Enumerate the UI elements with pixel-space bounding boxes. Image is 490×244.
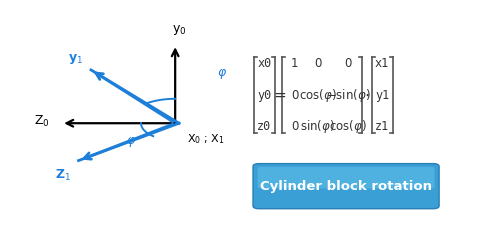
- Text: $\varphi$: $\varphi$: [217, 67, 227, 81]
- Text: y1: y1: [375, 89, 389, 102]
- Text: 0: 0: [344, 57, 352, 70]
- Text: x0: x0: [257, 57, 271, 70]
- Text: 1: 1: [291, 57, 298, 70]
- Text: z1: z1: [375, 121, 389, 133]
- Text: X$_0$ ; X$_1$: X$_0$ ; X$_1$: [187, 133, 224, 146]
- FancyBboxPatch shape: [258, 167, 435, 188]
- Text: cos($\varphi$): cos($\varphi$): [299, 87, 337, 103]
- Text: z0: z0: [257, 121, 271, 133]
- Text: sin($\varphi$): sin($\varphi$): [300, 119, 335, 135]
- Text: y0: y0: [257, 89, 271, 102]
- Text: $-$sin($\varphi$): $-$sin($\varphi$): [326, 87, 370, 103]
- Text: $\cdot$: $\cdot$: [364, 86, 369, 104]
- FancyBboxPatch shape: [253, 164, 439, 209]
- Text: $\varphi$: $\varphi$: [126, 135, 137, 149]
- Text: Cylinder block rotation: Cylinder block rotation: [260, 180, 432, 193]
- Text: y$_1$: y$_1$: [69, 52, 83, 66]
- Text: Z$_1$: Z$_1$: [55, 168, 71, 183]
- Text: 0: 0: [314, 57, 321, 70]
- Text: 0: 0: [291, 89, 298, 102]
- Text: =: =: [273, 88, 286, 102]
- Text: 0: 0: [291, 121, 298, 133]
- Text: cos($\varphi$): cos($\varphi$): [329, 119, 367, 135]
- Text: Z$_0$: Z$_0$: [34, 114, 50, 129]
- Text: x1: x1: [375, 57, 389, 70]
- Text: y$_0$: y$_0$: [172, 23, 186, 37]
